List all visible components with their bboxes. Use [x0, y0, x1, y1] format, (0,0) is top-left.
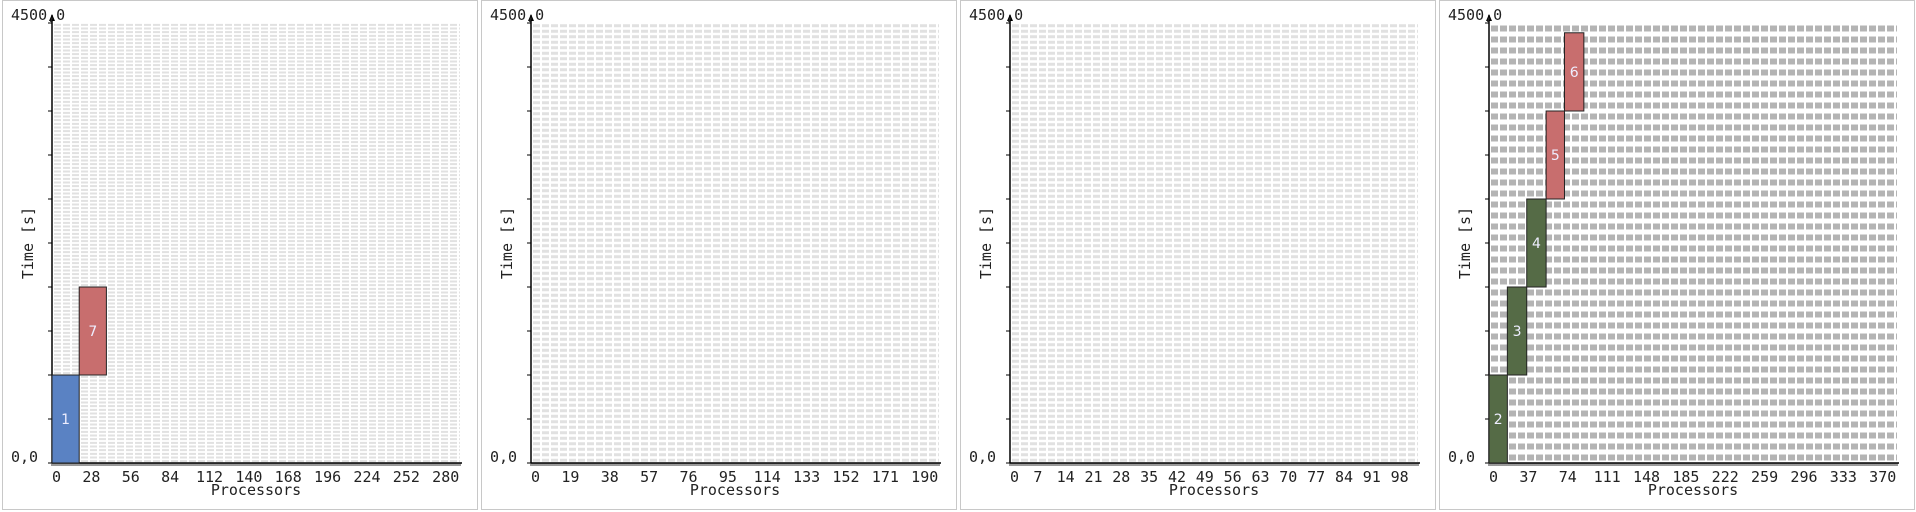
x-tick-label: 56 — [1224, 468, 1242, 486]
y-axis-arrow — [49, 14, 55, 21]
gantt-chart-1: 4500,0 0,0 Time [s] 0 28 56 84 112 140 168 196 224 2… — [11, 6, 462, 499]
task-label: 5 — [1551, 148, 1560, 164]
gantt-chart-3: 4500,0 0,0 Time [s] 0 7 14 21 28 35 42 49 56 63 70 77 8… — [969, 6, 1420, 499]
grid — [54, 23, 460, 463]
grid — [1491, 25, 1897, 461]
task-label: 4 — [1532, 236, 1541, 252]
y-axis-title: Time [s] — [977, 207, 995, 279]
x-tick-label: 222 — [1712, 468, 1739, 486]
task-bar — [78, 286, 107, 376]
x-tick-label: 333 — [1830, 468, 1857, 486]
y-bottom-label: 0,0 — [969, 448, 996, 466]
x-tick-label: 148 — [1633, 468, 1660, 486]
x-tick-label: 57 — [640, 468, 658, 486]
y-top-label: 4500,0 — [1448, 6, 1502, 24]
x-tick-label: 196 — [314, 468, 341, 486]
x-tick-label: 370 — [1869, 468, 1896, 486]
x-axis-title: Processors — [211, 481, 301, 499]
y-bottom-label: 0,0 — [11, 448, 38, 466]
x-tick-label: 224 — [353, 468, 380, 486]
y-axis-title: Time [s] — [498, 207, 516, 279]
task-bar — [1526, 198, 1547, 288]
x-tick-label: 114 — [754, 468, 781, 486]
y-bottom-label: 0,0 — [1448, 448, 1475, 466]
x-tick-label: 190 — [911, 468, 938, 486]
x-tick-label: 70 — [1279, 468, 1297, 486]
x-tick-label: 84 — [161, 468, 179, 486]
x-axis-title: Processors — [1169, 481, 1259, 499]
x-tick-label: 49 — [1196, 468, 1214, 486]
x-tick-label: 171 — [872, 468, 899, 486]
x-tick-label: 152 — [832, 468, 859, 486]
x-tick-label: 133 — [793, 468, 820, 486]
x-tick-label: 74 — [1559, 468, 1577, 486]
task-bar — [51, 374, 80, 464]
x-tick-label: 112 — [196, 468, 223, 486]
x-tick-label: 252 — [393, 468, 420, 486]
task-label: 7 — [88, 324, 97, 340]
x-tick-label: 7 — [1033, 468, 1042, 486]
chart-panel-4: 4500,0 0,0 Time [s] 0 37 74 111 148 185 222 259 296… — [1439, 0, 1915, 510]
chart-panel-2: 4500,0 0,0 Time [s] 0 19 38 57 76 95 114 133 152 171… — [481, 0, 957, 510]
x-axis-title: Processors — [690, 481, 780, 499]
x-tick-label: 35 — [1140, 468, 1158, 486]
task-bar — [1506, 286, 1528, 376]
x-tick-label: 0 — [52, 468, 61, 486]
y-top-label: 4500,0 — [969, 6, 1023, 24]
x-tick-label: 63 — [1251, 468, 1269, 486]
task-label: 6 — [1570, 65, 1579, 81]
x-tick-label: 296 — [1790, 468, 1817, 486]
grid — [533, 24, 939, 462]
x-tick-label: 98 — [1391, 468, 1409, 486]
x-tick-label: 168 — [275, 468, 302, 486]
y-axis-title: Time [s] — [19, 207, 37, 279]
y-top-label: 4500,0 — [490, 6, 544, 24]
task-label: 3 — [1513, 324, 1522, 340]
x-tick-label: 28 — [82, 468, 100, 486]
x-tick-label: 37 — [1519, 468, 1537, 486]
x-tick-label: 14 — [1057, 468, 1075, 486]
x-tick-label: 56 — [122, 468, 140, 486]
y-axis-title: Time [s] — [1456, 207, 1474, 279]
y-top-label: 4500,0 — [11, 6, 65, 24]
x-tick-label: 42 — [1168, 468, 1186, 486]
x-tick-label: 259 — [1751, 468, 1778, 486]
x-tick-label: 111 — [1594, 468, 1621, 486]
grid — [1012, 24, 1418, 462]
x-tick-label: 19 — [561, 468, 579, 486]
x-tick-label: 0 — [531, 468, 540, 486]
x-tick-label: 0 — [1489, 468, 1498, 486]
x-axis-title: Processors — [1648, 481, 1738, 499]
x-tick-label: 185 — [1672, 468, 1699, 486]
task-bar — [1488, 374, 1508, 464]
task-label: 2 — [1494, 412, 1503, 428]
gantt-chart-2: 4500,0 0,0 Time [s] 0 19 38 57 76 95 114 133 152 171… — [490, 6, 941, 499]
x-tick-label: 95 — [719, 468, 737, 486]
y-axis-arrow — [1486, 14, 1492, 21]
x-tick-label: 77 — [1307, 468, 1325, 486]
x-tick-label: 21 — [1084, 468, 1102, 486]
x-tick-label: 0 — [1010, 468, 1019, 486]
x-tick-label: 91 — [1363, 468, 1381, 486]
y-axis-arrow — [528, 14, 534, 21]
x-tick-label: 28 — [1112, 468, 1130, 486]
task-bar — [1545, 110, 1565, 200]
x-tick-label: 280 — [432, 468, 459, 486]
chart-panel-1: 4500,0 0,0 Time [s] 0 28 56 84 112 140 168 196 224 2… — [2, 0, 478, 510]
gantt-chart-4: 4500,0 0,0 Time [s] 0 37 74 111 148 185 222 259 296… — [1448, 6, 1899, 499]
x-tick-label: 38 — [601, 468, 619, 486]
task-bar — [1563, 32, 1585, 112]
y-bottom-label: 0,0 — [490, 448, 517, 466]
task-label: 1 — [61, 412, 70, 428]
x-tick-label: 76 — [679, 468, 697, 486]
x-tick-label: 84 — [1335, 468, 1353, 486]
x-tick-label: 140 — [235, 468, 262, 486]
chart-panel-3: 4500,0 0,0 Time [s] 0 7 14 21 28 35 42 49 56 63 70 77 8… — [960, 0, 1436, 510]
y-axis-arrow — [1007, 14, 1013, 21]
